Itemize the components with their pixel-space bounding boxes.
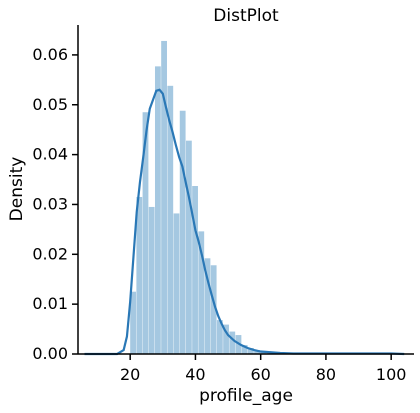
histogram-bar <box>180 111 186 354</box>
x-tick-label: 100 <box>376 365 407 384</box>
chart-title: DistPlot <box>213 6 279 26</box>
x-tick-label: 20 <box>120 365 140 384</box>
y-tick-label: 0.02 <box>32 244 68 263</box>
histogram-bar <box>229 332 235 354</box>
histogram-bar <box>136 197 142 354</box>
y-axis-label: Density <box>7 157 27 222</box>
y-tick-label: 0.04 <box>32 145 68 164</box>
x-tick-label: 80 <box>316 365 336 384</box>
histogram-bar <box>186 141 192 354</box>
histogram-bar <box>192 186 198 354</box>
histogram-bars <box>130 41 396 354</box>
x-axis-ticks: 20 40 60 80 100 <box>120 354 406 384</box>
histogram-bar <box>174 213 180 354</box>
histogram-bar <box>149 207 155 354</box>
y-axis-ticks: 0.00 0.01 0.02 0.03 0.04 0.05 0.06 <box>32 45 78 363</box>
y-tick-label: 0.03 <box>32 194 68 213</box>
y-tick-label: 0.00 <box>32 344 68 363</box>
x-axis-label: profile_age <box>199 386 293 406</box>
histogram-bar <box>155 66 161 354</box>
y-tick-label: 0.06 <box>32 45 68 64</box>
y-tick-label: 0.01 <box>32 294 68 313</box>
y-tick-label: 0.05 <box>32 95 68 114</box>
x-tick-label: 40 <box>185 365 205 384</box>
x-tick-label: 60 <box>251 365 271 384</box>
histogram-bar <box>161 41 167 354</box>
